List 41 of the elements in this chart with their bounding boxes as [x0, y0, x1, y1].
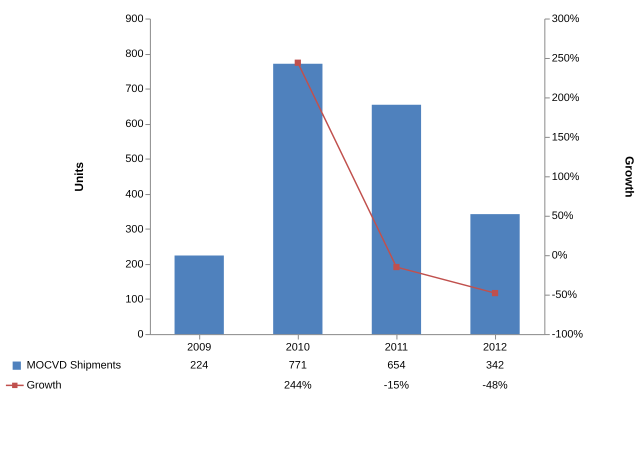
bar — [174, 256, 224, 334]
y2-tick-label: 100% — [552, 170, 580, 183]
x-tick-label: 2010 — [286, 341, 310, 354]
y2-tick-label: 150% — [552, 131, 580, 144]
y-tick-label: 600 — [125, 118, 144, 130]
y-axis-title: Units — [72, 162, 86, 192]
bar — [273, 64, 322, 334]
data-label: -15% — [384, 379, 410, 392]
data-label: 771 — [288, 360, 307, 372]
point — [393, 264, 400, 270]
y-tick-label: 100 — [125, 293, 144, 306]
y2-tick-label: 300% — [552, 12, 580, 25]
y-tick-label: 0 — [137, 328, 144, 341]
y2-tick-label: -100% — [552, 328, 584, 341]
legend-label: MOCVD Shipments — [26, 360, 122, 372]
y2-tick-label: -50% — [552, 289, 578, 302]
y-tick-label: 700 — [125, 83, 144, 96]
x-tick-label: 2011 — [384, 341, 408, 354]
y-tick-label: 200 — [125, 258, 144, 270]
data-label: 244% — [284, 379, 312, 392]
y-tick-label: 400 — [125, 188, 144, 200]
data-label: 224 — [190, 360, 208, 372]
data-label: 654 — [387, 360, 406, 372]
data-label: -48% — [482, 379, 508, 392]
y2-tick-label: 50% — [552, 210, 574, 222]
y-tick-label: 900 — [125, 12, 144, 25]
point — [492, 290, 498, 296]
y2-tick-label: 200% — [552, 92, 580, 104]
y-tick-label: 300 — [125, 223, 144, 236]
x-tick-label: 2012 — [482, 341, 508, 354]
y2-axis-title: Growth — [622, 156, 636, 198]
y2-tick-label: 250% — [552, 52, 580, 64]
data-label: 342 — [486, 360, 504, 372]
x-tick-label: 2009 — [187, 341, 212, 354]
bar — [470, 214, 520, 334]
y-tick-label: 500 — [125, 153, 144, 166]
bar — [372, 104, 422, 334]
y2-tick-label: 0% — [552, 250, 568, 262]
legend-label: Growth — [26, 379, 62, 392]
point — [294, 60, 301, 66]
y-tick-label: 800 — [125, 48, 144, 60]
